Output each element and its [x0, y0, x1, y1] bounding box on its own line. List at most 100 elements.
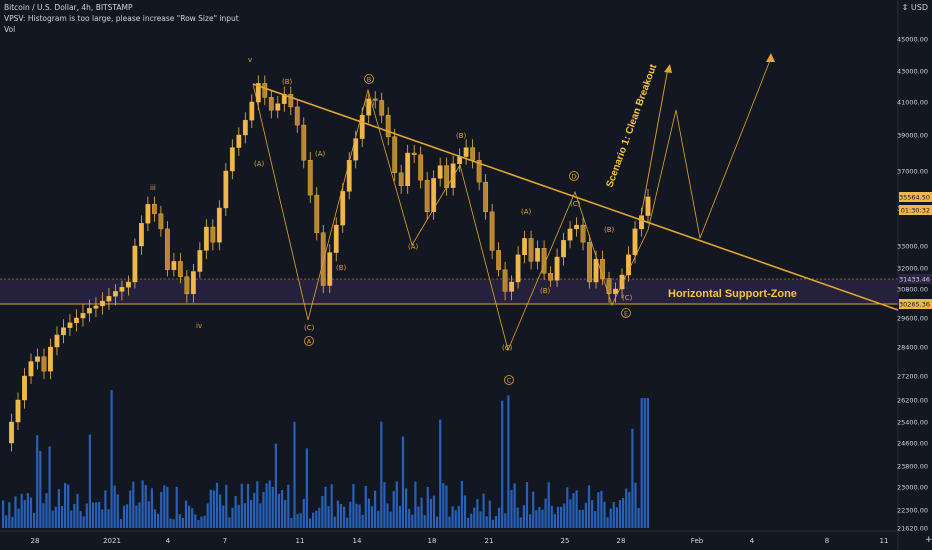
- volume-bar: [556, 506, 560, 528]
- volume-legend[interactable]: Vol: [4, 25, 16, 34]
- candle-body: [593, 259, 599, 283]
- volume-bar: [336, 500, 339, 528]
- currency-arrow-icon: ⇕: [901, 3, 909, 12]
- volume-bar: [488, 500, 491, 528]
- wave-label-iii: iii: [150, 184, 156, 192]
- volume-bar: [138, 502, 141, 528]
- volume-bar: [160, 492, 163, 528]
- wave-label-sub-c: (C): [502, 344, 513, 352]
- candle-body: [80, 312, 86, 319]
- candles: [9, 75, 651, 452]
- candle-body: [158, 213, 164, 230]
- candle-body: [385, 114, 391, 137]
- volume-bar: [349, 501, 352, 528]
- volume-bar: [609, 508, 612, 528]
- volume-bar: [315, 510, 318, 528]
- scenario-projection: [647, 57, 772, 240]
- volume-bar: [212, 490, 215, 528]
- wave-circle-d-circle: [569, 171, 579, 181]
- volume-bar: [222, 505, 225, 528]
- volume-bar: [262, 491, 265, 528]
- indicator-legend[interactable]: VPSV: Histogram is too large, please inc…: [4, 14, 239, 23]
- volume-bar: [510, 489, 513, 528]
- wave-circle-a-label: A: [307, 338, 312, 346]
- wave-label-sub-b: (B): [540, 287, 551, 295]
- volume-bar: [219, 494, 222, 528]
- volume-bar: [175, 486, 178, 528]
- candle-body: [359, 114, 365, 139]
- volume-bar: [157, 513, 160, 528]
- candle-body: [197, 250, 203, 272]
- volume-bar: [70, 510, 73, 528]
- volume-bar: [259, 503, 262, 528]
- volume-bar: [122, 505, 126, 528]
- volume-bar: [85, 503, 88, 528]
- volume-bar: [116, 494, 119, 528]
- candle-body: [249, 101, 255, 121]
- price-tick-label: 28400.00: [897, 344, 928, 352]
- volume-bar: [302, 498, 305, 528]
- candle-body: [126, 281, 131, 288]
- volume-bar: [463, 495, 467, 528]
- candle-body: [463, 147, 469, 157]
- wave-circle-c-circle: [504, 375, 514, 385]
- volume-bar: [442, 483, 445, 528]
- volume-bar: [290, 517, 293, 528]
- price-tick-label: 39000.00: [897, 132, 928, 140]
- volume-bar: [60, 505, 64, 528]
- upper-level-badge-bg: [899, 274, 932, 284]
- wave-label-iv: iv: [196, 322, 202, 330]
- volume-bar: [355, 503, 358, 528]
- volume-bar: [333, 516, 336, 528]
- symbol-legend[interactable]: Bitcoin / U.S. Dollar, 4h, BITSTAMP: [4, 3, 133, 12]
- volume-bar: [169, 518, 172, 528]
- volume-bar: [566, 487, 569, 528]
- volume-bar: [578, 509, 581, 528]
- volume-bar: [287, 484, 290, 528]
- candle-body: [119, 287, 125, 292]
- volume-bar: [581, 509, 584, 528]
- volume-bar: [628, 491, 631, 528]
- price-tick-label: 23000.00: [897, 484, 928, 492]
- volume-bar: [535, 510, 538, 528]
- candle-body: [587, 241, 592, 283]
- volume-bar: [51, 510, 54, 528]
- volume-bar: [188, 505, 191, 528]
- time-axis: 28 2021 4 7 11 14 18 21 25 28 Feb 4 8 11: [31, 537, 889, 545]
- volume-bar: [525, 482, 529, 528]
- volume-bar: [293, 421, 296, 528]
- candle-body: [9, 421, 14, 444]
- volume-bar: [308, 518, 312, 528]
- volume-bar: [64, 482, 67, 528]
- volume-bar: [11, 516, 14, 528]
- volume-bar: [516, 507, 519, 528]
- volume-bar: [541, 509, 544, 528]
- candle-body: [405, 152, 411, 186]
- volume-bar: [163, 485, 166, 528]
- projection-arrowhead: [766, 53, 775, 62]
- volume-bar: [491, 519, 494, 528]
- candle-body: [28, 361, 34, 377]
- volume-bar: [101, 509, 104, 528]
- wave-label-sub-b: (B): [336, 264, 347, 272]
- volume-bar: [91, 502, 95, 528]
- price-tick-label: 43000.00: [897, 68, 928, 76]
- volume-bar: [268, 480, 271, 528]
- volume-bar: [532, 491, 535, 528]
- volume-bar: [39, 450, 42, 528]
- volume-bar: [318, 507, 321, 528]
- volume-bar: [519, 517, 522, 528]
- volume-bar: [414, 481, 417, 528]
- wave-label-sub-a: (A): [315, 150, 326, 158]
- volume-bar: [277, 493, 281, 528]
- volume-bar: [324, 486, 327, 528]
- volume-bar: [206, 503, 209, 528]
- volume-bar: [237, 504, 240, 528]
- currency-selector[interactable]: ⇕ USD: [902, 3, 928, 12]
- wave-circle-b-circle: [364, 74, 374, 84]
- volume-bar: [67, 484, 70, 528]
- volume-bar: [23, 500, 26, 528]
- candle-body: [561, 240, 566, 258]
- candle-body: [255, 83, 261, 103]
